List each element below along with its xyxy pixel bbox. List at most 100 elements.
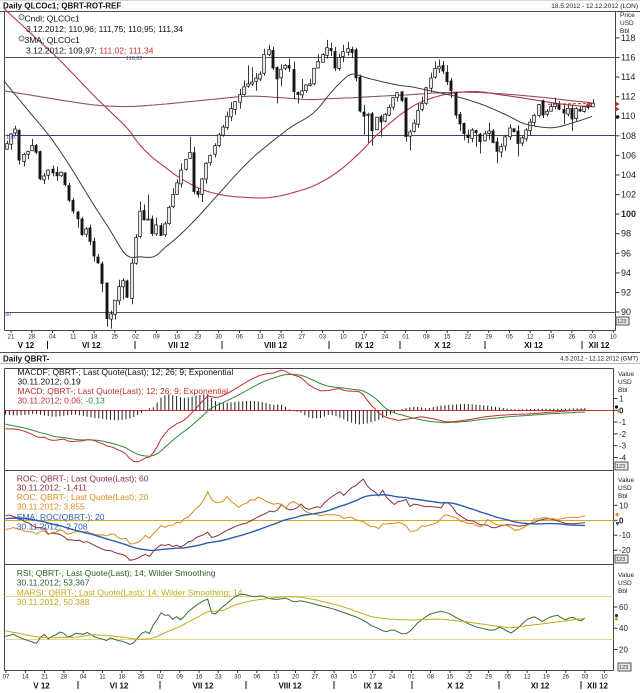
svg-text:03: 03 [319, 335, 326, 341]
svg-text:26: 26 [562, 675, 569, 681]
svg-text:09: 09 [153, 335, 160, 341]
svg-text:03: 03 [582, 675, 589, 681]
svg-text:06: 06 [236, 335, 243, 341]
svg-text:20: 20 [278, 335, 285, 341]
svg-text:22: 22 [466, 675, 473, 681]
svg-text:30.11.2012; 0,06; -0,13: 30.11.2012; 0,06; -0,13 [18, 396, 106, 406]
svg-text:96: 96 [621, 248, 631, 258]
svg-text:VII 12: VII 12 [168, 341, 189, 350]
svg-text:10: 10 [350, 675, 357, 681]
svg-text:106: 106 [621, 150, 636, 160]
svg-text:USD: USD [618, 485, 632, 492]
svg-text:09: 09 [176, 675, 183, 681]
svg-text:108,1: 108,1 [6, 135, 20, 141]
svg-text:108: 108 [621, 131, 636, 141]
svg-text:17: 17 [369, 675, 376, 681]
svg-text:30.11.2012; 0,19: 30.11.2012; 0,19 [18, 377, 81, 387]
svg-text:98: 98 [621, 229, 631, 239]
svg-text:VI 12: VI 12 [82, 341, 101, 350]
svg-text:4.5.2012 - 12.12.2012 (GMT): 4.5.2012 - 12.12.2012 (GMT) [560, 357, 638, 363]
svg-text:0: 0 [619, 406, 624, 415]
svg-text:USD: USD [618, 379, 632, 386]
svg-text:24: 24 [382, 335, 389, 341]
svg-text:EMA; ROC(QBRT-); 20: EMA; ROC(QBRT-); 20 [17, 512, 105, 522]
svg-text:X 12: X 12 [447, 682, 464, 691]
svg-text:16: 16 [196, 675, 203, 681]
svg-text:VIII 12: VIII 12 [264, 341, 288, 350]
svg-text:29: 29 [485, 335, 492, 341]
svg-text:MACD; QBRT-; Last Quote(Last);: MACD; QBRT-; Last Quote(Last); 12; 26; 9… [18, 386, 229, 396]
svg-text:Bbl: Bbl [618, 493, 628, 500]
svg-text:27: 27 [298, 335, 305, 341]
svg-text:3MA; QLCOc1: 3MA; QLCOc1 [25, 35, 81, 45]
svg-text:X 12: X 12 [434, 341, 451, 350]
svg-text:27: 27 [311, 675, 318, 681]
svg-text:28: 28 [28, 335, 35, 341]
svg-text:Cndl; QLCOc1: Cndl; QLCOc1 [25, 14, 81, 24]
svg-text:100: 100 [621, 209, 636, 219]
svg-text:25: 25 [138, 675, 145, 681]
svg-text:03: 03 [589, 335, 596, 341]
svg-text:RSI; QBRT-; Last Quote(Last);: RSI; QBRT-; Last Quote(Last); 14; Wilder… [17, 568, 216, 578]
svg-text:-3: -3 [619, 442, 627, 451]
svg-text:XII 12: XII 12 [587, 682, 608, 691]
svg-text:104: 104 [621, 170, 636, 180]
svg-text:102: 102 [621, 190, 636, 200]
svg-text:25: 25 [111, 335, 118, 341]
svg-text:V 12: V 12 [33, 682, 50, 691]
svg-text:110: 110 [621, 111, 635, 121]
svg-text:Value: Value [618, 477, 635, 484]
svg-text:21: 21 [8, 335, 15, 341]
svg-text:112: 112 [621, 92, 635, 102]
svg-text:18.5.2012 - 12.12.2012 (LON): 18.5.2012 - 12.12.2012 (LON) [551, 3, 638, 10]
svg-text:Bbl: Bbl [620, 28, 630, 35]
svg-text:116: 116 [621, 53, 635, 63]
svg-text:0: 0 [619, 516, 624, 525]
svg-text:ROC; QBRT-; Last Quote(Last);: ROC; QBRT-; Last Quote(Last); 60 [17, 474, 149, 484]
svg-text:XII 12: XII 12 [589, 341, 610, 350]
svg-text:23: 23 [195, 335, 202, 341]
svg-text:90: 90 [621, 307, 631, 317]
svg-text:05: 05 [506, 335, 513, 341]
svg-text:30.11.2012; 50,388: 30.11.2012; 50,388 [17, 597, 90, 607]
svg-text:MARSI; QBRT-; Last Quote(Last): MARSI; QBRT-; Last Quote(Last); 14; Wild… [17, 588, 243, 598]
svg-text:10: 10 [610, 335, 617, 341]
svg-text:18: 18 [118, 675, 125, 681]
svg-text:30.11.2012; -2,708: 30.11.2012; -2,708 [17, 522, 88, 532]
svg-text:Daily QLCOc1; QBRT-ROT-REF: Daily QLCOc1; QBRT-ROT-REF [3, 2, 121, 11]
svg-text:40: 40 [619, 624, 628, 633]
svg-text:20: 20 [292, 675, 299, 681]
svg-text:02: 02 [157, 675, 164, 681]
svg-text:13: 13 [257, 335, 264, 341]
svg-text:19: 19 [548, 335, 555, 341]
svg-text:VII 12: VII 12 [193, 682, 214, 691]
svg-text:10: 10 [619, 501, 628, 510]
svg-text:1: 1 [619, 395, 624, 404]
svg-text:3.12.2012; 110,96; 111,75; 110: 3.12.2012; 110,96; 111,75; 110,95; 111,3… [26, 24, 183, 34]
svg-text:XI 12: XI 12 [531, 682, 550, 691]
svg-text:28: 28 [61, 675, 68, 681]
svg-text:-20: -20 [619, 546, 631, 555]
svg-text:05: 05 [504, 675, 511, 681]
svg-text:V 12: V 12 [18, 341, 35, 350]
svg-text:Value: Value [618, 371, 635, 378]
svg-text:USD: USD [620, 20, 634, 27]
svg-text:30.11.2012; 3,855: 30.11.2012; 3,855 [17, 502, 85, 512]
svg-text:11: 11 [70, 335, 77, 341]
svg-text:21: 21 [41, 675, 48, 681]
svg-text:-1: -1 [619, 418, 627, 427]
svg-text:16: 16 [174, 335, 181, 341]
svg-text:01: 01 [402, 335, 409, 341]
svg-text:06: 06 [254, 675, 261, 681]
svg-text:-2: -2 [619, 430, 627, 439]
svg-text:07: 07 [3, 675, 10, 681]
svg-text:Daily QBRT-: Daily QBRT- [3, 355, 50, 364]
svg-text:92: 92 [621, 288, 631, 298]
svg-text:60: 60 [619, 603, 628, 612]
svg-text:123: 123 [619, 665, 628, 671]
svg-text:30: 30 [215, 335, 222, 341]
svg-text:14: 14 [22, 675, 29, 681]
svg-text:18: 18 [91, 335, 98, 341]
svg-text:22: 22 [465, 335, 472, 341]
svg-text:116,02: 116,02 [126, 56, 142, 62]
